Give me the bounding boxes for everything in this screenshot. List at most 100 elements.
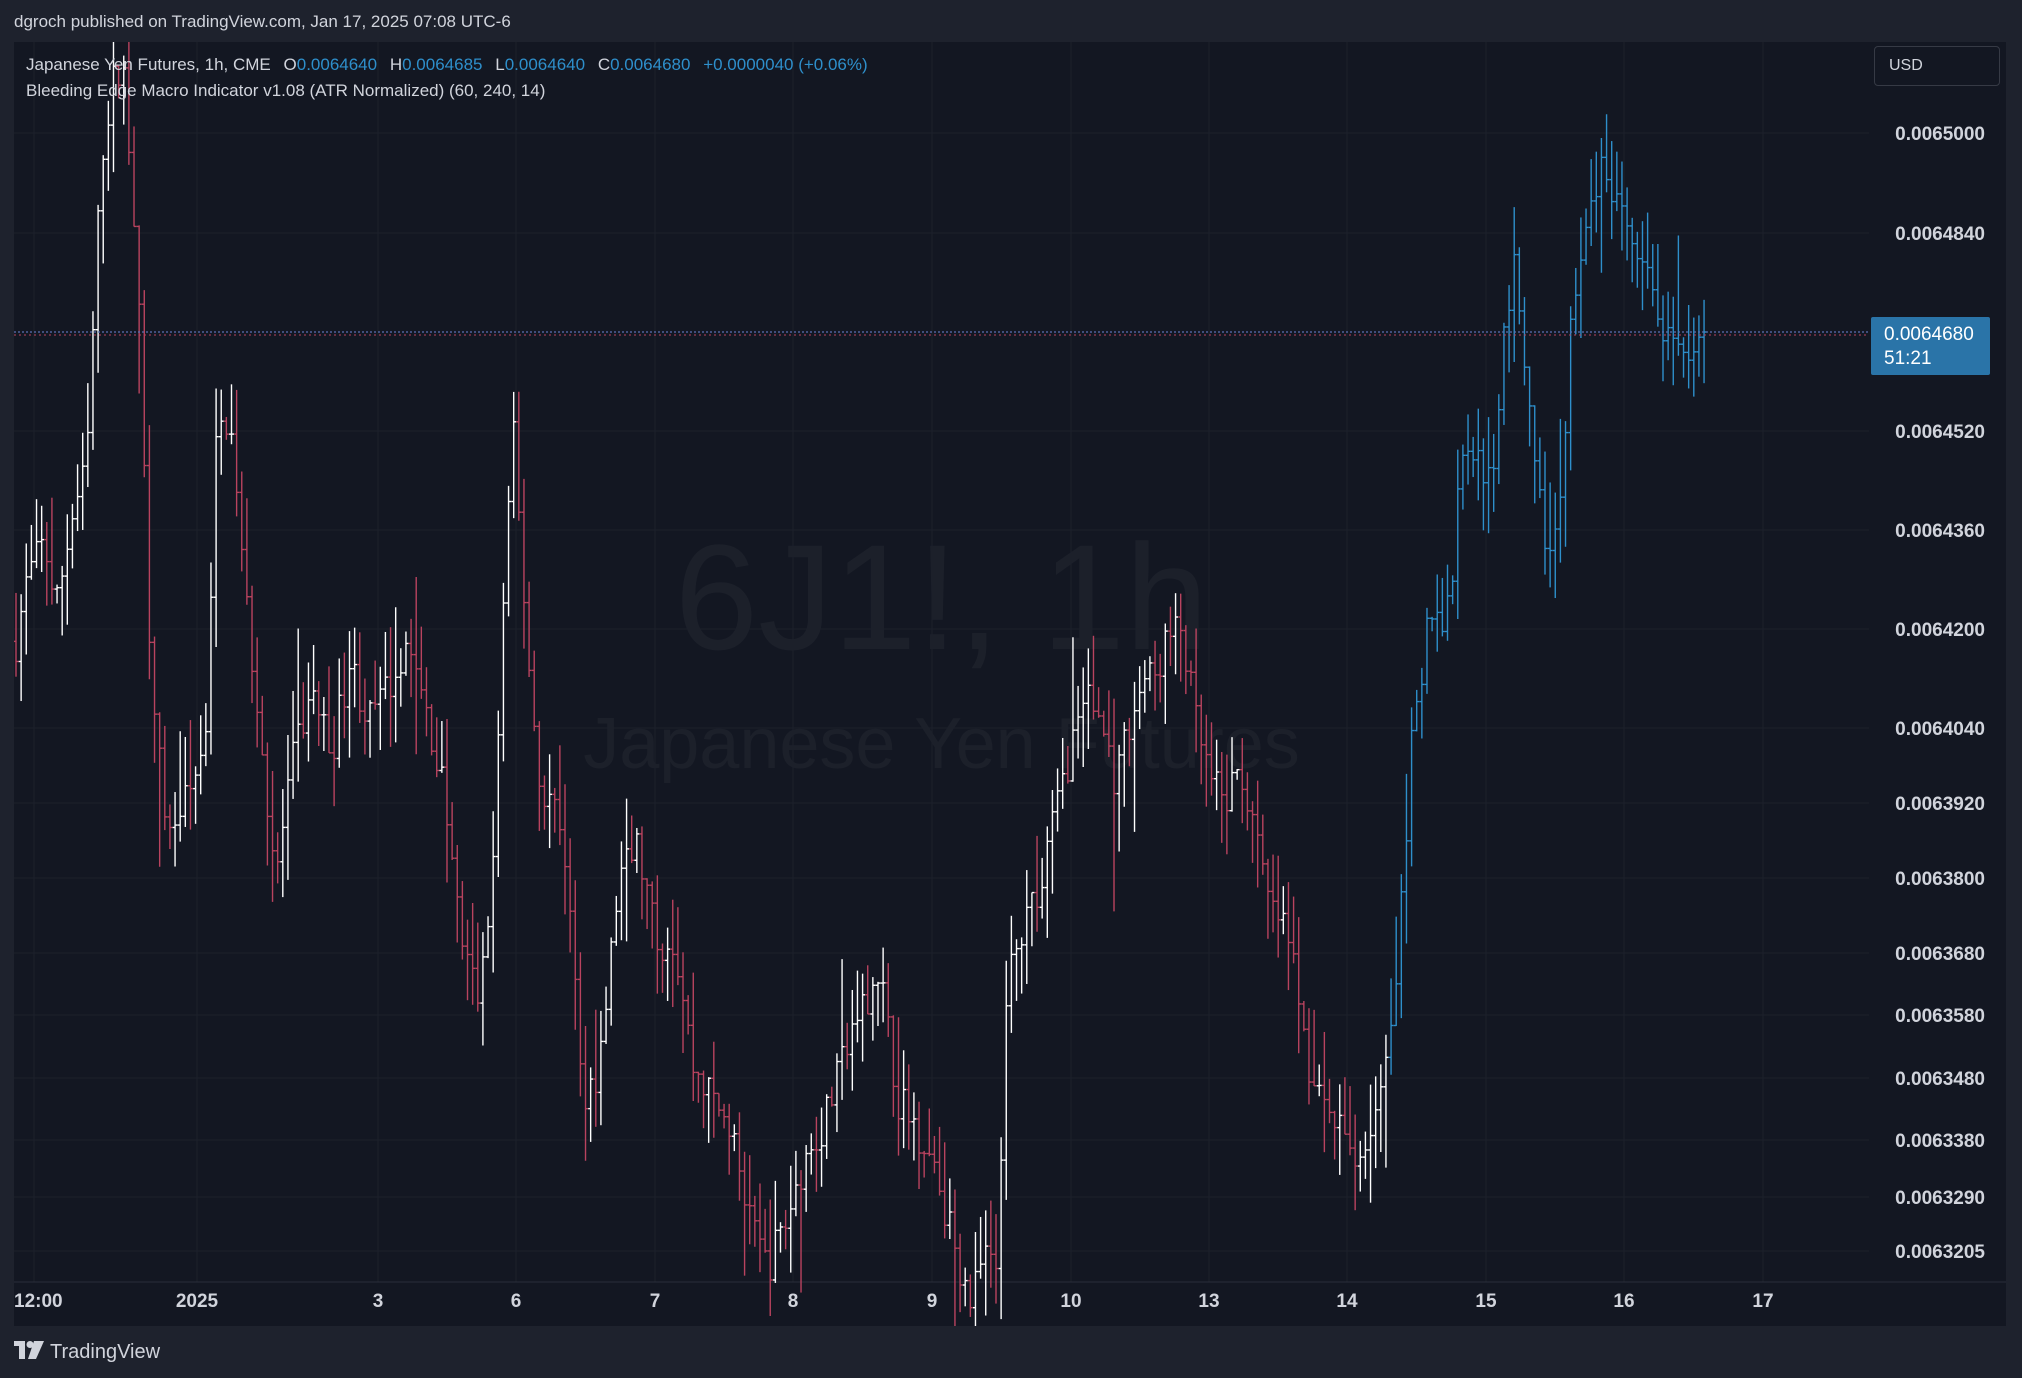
ohlc-bar <box>1147 656 1153 692</box>
x-tick-label: 17 <box>1752 1291 1773 1312</box>
price-tag-countdown: 51:21 <box>1884 348 1932 369</box>
ohlc-bar <box>423 667 429 737</box>
ohlc-bar <box>1573 267 1579 335</box>
ohlc-bar <box>978 1216 984 1279</box>
ohlc-bar <box>506 485 512 617</box>
ohlc-bar <box>1445 564 1451 641</box>
price-axis[interactable]: 0.0065000 0.0064840 0.0064520 0.0064360 0.00… <box>1895 124 1985 1263</box>
ohlc-bar <box>34 499 40 569</box>
ohlc-bar <box>357 632 363 723</box>
ohlc-bar <box>1265 858 1271 939</box>
ohlc-bar <box>280 789 286 898</box>
ohlc-bar <box>1675 235 1681 356</box>
legend-close: 0.0064680 <box>610 55 691 74</box>
ohlc-bar <box>1352 1114 1358 1211</box>
ohlc-bar <box>1486 417 1492 534</box>
ohlc-bar <box>1511 207 1517 362</box>
ohlc-bar <box>439 721 445 773</box>
ohlc-bar <box>1137 666 1143 730</box>
ohlc-bar <box>957 1233 963 1313</box>
ohlc-bar <box>1106 690 1112 757</box>
ohlc-bar <box>803 1145 809 1212</box>
ohlc-bar <box>896 1017 902 1156</box>
ohlc-bar <box>244 498 250 605</box>
ohlc-bar <box>1301 1001 1307 1032</box>
ohlc-bar <box>259 695 265 756</box>
time-axis[interactable]: 12:00 2025 3 6 7 8 9 10 13 14 15 16 17 <box>14 1281 2006 1312</box>
ohlc-bar <box>1686 304 1692 389</box>
ohlc-bar <box>757 1183 763 1273</box>
ohlc-bar <box>1598 138 1604 273</box>
y-tick-label: 0.0064360 <box>1895 521 1985 542</box>
last-price-tag[interactable]: 0.0064680 51:21 <box>1871 317 1990 375</box>
legend-symbol[interactable]: Japanese Yen Futures, 1h, CME <box>26 55 271 74</box>
ohlc-bar <box>685 995 691 1035</box>
ohlc-bar <box>393 607 399 743</box>
ohlc-bar <box>234 389 240 517</box>
ohlc-bar <box>49 497 55 605</box>
ohlc-bar <box>249 585 255 704</box>
ohlc-bar <box>1496 394 1502 485</box>
ohlc-bar <box>988 1200 994 1288</box>
ohlc-bar <box>916 1101 922 1190</box>
ohlc-bar <box>1542 451 1548 575</box>
ohlc-bar <box>613 895 619 946</box>
ohlc-bar <box>1173 593 1179 675</box>
ohlc-bar <box>1008 915 1014 1033</box>
ohlc-bar <box>588 1067 594 1142</box>
ohlc-bar <box>824 1094 830 1159</box>
ohlc-bar <box>408 618 414 698</box>
ohlc-bar <box>182 736 188 827</box>
ohlc-bar <box>711 1041 717 1138</box>
ohlc-bar <box>742 1151 748 1276</box>
price-tag-value: 0.0064680 <box>1884 324 1974 345</box>
ohlc-bar <box>603 986 609 1044</box>
ohlc-bar <box>870 977 876 1041</box>
ohlc-bar <box>157 712 163 867</box>
ohlc-bar <box>521 478 527 649</box>
ohlc-bar <box>1188 660 1194 686</box>
ohlc-bar <box>223 416 229 440</box>
ohlc-bar <box>80 432 86 530</box>
ohlc-bar <box>172 792 178 867</box>
ohlc-bar <box>136 225 142 394</box>
indicator-legend[interactable]: Bleeding Edge Macro Indicator v1.08 (ATR… <box>26 81 546 100</box>
ohlc-bar <box>890 1015 896 1117</box>
ohlc-bar <box>1650 244 1656 307</box>
ohlc-chart[interactable]: 0.0065000 0.0064840 0.0064520 0.0064360 0.00… <box>14 42 2006 1326</box>
ohlc-bar <box>377 666 383 750</box>
ohlc-bar <box>762 1208 768 1253</box>
ohlc-bar <box>1203 714 1209 807</box>
ohlc-bar <box>788 1165 794 1273</box>
chart-pane[interactable]: 6J1!, 1h Japanese Yen Futures 0.00650000… <box>14 42 2006 1326</box>
ohlc-bar <box>649 881 655 949</box>
ohlc-bar <box>777 1222 783 1253</box>
ohlc-bar <box>14 592 19 677</box>
ohlc-bar <box>1280 886 1286 935</box>
ohlc-bar <box>1275 855 1281 958</box>
ohlc-bar <box>1044 826 1050 938</box>
ohlc-bar <box>819 1107 825 1187</box>
ohlc-bar <box>1357 1140 1363 1192</box>
ohlc-bar <box>1460 444 1466 510</box>
ohlc-bar <box>901 1050 907 1149</box>
ohlc-bar <box>593 1009 599 1127</box>
ohlc-bar <box>921 1150 927 1178</box>
legend-low: 0.0064640 <box>504 55 586 74</box>
ohlc-bar <box>336 658 342 768</box>
ohlc-bar <box>1198 694 1204 785</box>
ohlc-bar <box>1455 449 1461 620</box>
currency-button[interactable]: USD <box>1874 46 2000 86</box>
footer-brand[interactable]: TradingView <box>14 1336 160 1368</box>
ohlc-bar <box>1085 648 1091 749</box>
ohlc-bar <box>583 1026 589 1161</box>
ohlc-bar <box>865 965 871 1015</box>
ohlc-bar <box>1362 1131 1368 1179</box>
ohlc-bar <box>1260 814 1266 875</box>
ohlc-bar <box>701 1070 707 1129</box>
legend-open: 0.0064640 <box>296 55 378 74</box>
ohlc-bar <box>983 1210 989 1316</box>
ohlc-bar <box>860 973 866 1062</box>
ohlc-bar <box>1634 231 1640 288</box>
ohlc-bar <box>121 55 127 125</box>
